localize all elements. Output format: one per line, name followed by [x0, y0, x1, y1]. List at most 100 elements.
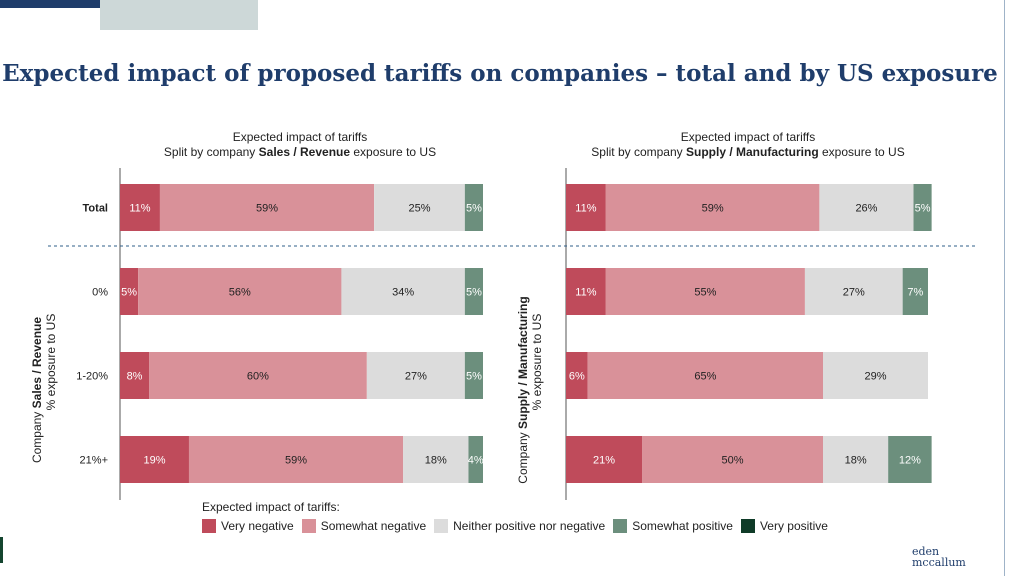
left-data-label: 4%	[468, 455, 484, 467]
left-chart-title: Expected impact of tariffs Split by comp…	[100, 130, 500, 160]
left-bar-segment	[149, 352, 367, 399]
left-data-label: 5%	[466, 371, 482, 383]
left-bar-segment	[468, 436, 483, 483]
logo-line2: mccallum	[912, 556, 966, 569]
right-data-label: 29%	[864, 371, 886, 383]
right-data-label: 59%	[702, 203, 724, 215]
right-bar-segment	[823, 352, 928, 399]
left-data-label: 19%	[143, 455, 165, 467]
left-data-label: 8%	[127, 371, 143, 383]
right-bar-segment	[902, 268, 928, 315]
right-bar-segment	[566, 268, 606, 315]
left-y-axis-title: Company Sales / Revenue	[30, 317, 44, 463]
left-data-label: 5%	[466, 287, 482, 299]
right-chart-title: Expected impact of tariffs Split by comp…	[548, 130, 948, 160]
right-bar-segment	[823, 436, 889, 483]
right-data-label: 27%	[843, 287, 865, 299]
left-title-bold: Sales / Revenue	[258, 145, 351, 159]
right-data-label: 6%	[569, 371, 585, 383]
right-data-label: 11%	[575, 203, 596, 215]
right-title-post: exposure to US	[818, 145, 905, 159]
left-data-label: 59%	[256, 203, 278, 215]
legend-label: Somewhat negative	[320, 519, 427, 533]
legend-label: Very positive	[759, 519, 828, 533]
right-data-label: 26%	[855, 203, 877, 215]
category-label: 21%+	[80, 455, 108, 467]
decorative-grey-block	[100, 0, 258, 30]
legend-swatch	[740, 519, 755, 533]
right-data-label: 18%	[845, 455, 867, 467]
left-data-label: 25%	[408, 203, 430, 215]
right-bar-segment	[819, 184, 914, 231]
frame-divider	[1004, 0, 1005, 576]
right-bar-segment	[804, 268, 903, 315]
category-label: Total	[83, 203, 108, 215]
right-bar-segment	[642, 436, 824, 483]
brand-logo: eden mccallum	[912, 546, 966, 568]
decorative-green-mark	[0, 537, 3, 563]
right-data-label: 65%	[694, 371, 716, 383]
legend: Expected impact of tariffs: Very negativ…	[202, 500, 830, 533]
left-bar-segment	[374, 184, 465, 231]
right-title-pre: Split by company	[591, 145, 686, 159]
right-bar-segment	[888, 436, 932, 483]
right-bar-segment	[605, 184, 820, 231]
left-bar-segment	[188, 436, 404, 483]
legend-items: Very negative Somewhat negative Neither po…	[202, 519, 830, 533]
right-data-label: 55%	[694, 287, 716, 299]
left-data-label: 27%	[405, 371, 427, 383]
right-bar-segment	[566, 436, 643, 483]
legend-swatch	[202, 519, 216, 533]
left-bar-segment	[366, 352, 465, 399]
left-data-label: 60%	[247, 371, 269, 383]
left-bar-segment	[120, 352, 150, 399]
legend-swatch	[301, 519, 316, 533]
legend-swatch	[613, 519, 628, 533]
left-bar-segment	[159, 184, 375, 231]
right-data-label: 50%	[722, 455, 744, 467]
left-y-axis-subtitle: % exposure to US	[44, 314, 58, 411]
left-data-label: 11%	[129, 203, 150, 215]
right-data-label: 11%	[575, 287, 596, 299]
left-data-label: 5%	[466, 203, 482, 215]
left-data-label: 34%	[392, 287, 414, 299]
legend-item: Somewhat positive	[613, 519, 733, 533]
category-label: 1-20%	[76, 371, 108, 383]
decorative-navy-bar	[0, 0, 188, 8]
legend-item: Neither positive nor negative	[434, 519, 605, 533]
right-bar-segment	[605, 268, 805, 315]
right-bar-segment	[913, 184, 932, 231]
right-bar-segment	[587, 352, 824, 399]
left-title-pre: Split by company	[163, 145, 259, 159]
left-data-label: 56%	[229, 287, 251, 299]
legend-item: Somewhat negative	[301, 519, 427, 533]
legend-item: Very positive	[740, 519, 828, 533]
right-y-axis-subtitle: % exposure to US	[530, 314, 544, 411]
right-data-label: 21%	[593, 455, 615, 467]
right-data-label: 7%	[907, 287, 923, 299]
legend-label: Neither positive nor negative	[453, 519, 606, 533]
right-chart-title-line2: Split by company Supply / Manufacturing …	[548, 145, 948, 160]
left-data-label: 59%	[285, 455, 307, 467]
left-bar-segment	[464, 268, 483, 315]
right-data-label: 12%	[899, 455, 921, 467]
left-bar-segment	[464, 352, 483, 399]
left-chart-title-line1: Expected impact of tariffs	[232, 130, 368, 144]
right-bar-segment	[566, 352, 588, 399]
right-chart-title-line1: Expected impact of tariffs	[680, 130, 816, 144]
left-bar-segment	[138, 268, 342, 315]
legend-label: Very negative	[221, 519, 294, 533]
left-bar-segment	[464, 184, 483, 231]
legend-swatch	[434, 519, 449, 533]
left-title-post: exposure to US	[350, 145, 437, 159]
page-title: Expected impact of proposed tariffs on c…	[2, 60, 998, 87]
right-bar-segment	[566, 184, 606, 231]
left-bar-segment	[120, 184, 160, 231]
right-data-label: 5%	[915, 203, 931, 215]
left-bar-segment	[120, 268, 139, 315]
left-data-label: 18%	[425, 455, 447, 467]
legend-item: Very negative	[202, 519, 294, 533]
left-bar-segment	[341, 268, 465, 315]
category-label: 0%	[92, 287, 108, 299]
